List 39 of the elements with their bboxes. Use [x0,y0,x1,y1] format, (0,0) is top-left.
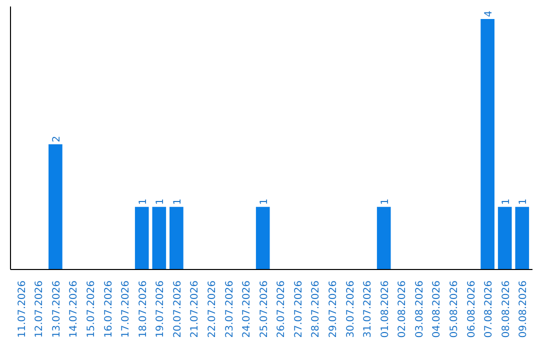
x-tick-label: 07.08.2026 [484,280,495,338]
x-tick-label: 22.07.2026 [207,280,218,338]
x-tick-label: 27.07.2026 [293,280,304,338]
x-tick-label: 26.07.2026 [276,280,288,338]
data-label: 1 [258,198,270,205]
x-tick-label: 17.07.2026 [120,280,132,338]
x-tick-label: 16.07.2026 [103,280,114,338]
x-tick-label: 19.07.2026 [155,280,166,338]
x-tick-label: 25.07.2026 [258,280,270,338]
x-tick-label: 03.08.2026 [414,280,426,338]
x-tick-label: 20.07.2026 [172,280,184,338]
x-tick-label: 13.07.2026 [51,280,62,338]
x-tick-label: 02.08.2026 [397,280,408,338]
x-tick-label: 24.07.2026 [242,280,253,338]
data-label: 1 [518,198,530,205]
data-label: 1 [380,198,391,205]
x-tick-label: 15.07.2026 [86,280,98,338]
x-tick-label: 04.08.2026 [432,280,443,338]
x-tick-label: 23.07.2026 [224,280,236,338]
x-tick-label: 06.08.2026 [466,280,478,338]
x-tick-label: 29.07.2026 [328,280,339,338]
x-tick-label: 18.07.2026 [138,280,149,338]
data-label: 1 [155,198,166,205]
x-tick-label: 11.07.2026 [16,280,28,338]
x-tick-label: 05.08.2026 [448,280,460,338]
x-tick-label: 01.08.2026 [380,280,391,338]
data-label: 2 [51,136,62,142]
x-tick-label: 30.07.2026 [345,280,356,338]
x-tick-label: 31.07.2026 [362,280,374,338]
data-label: 1 [500,198,512,205]
x-tick-label: 09.08.2026 [518,280,530,338]
x-tick-label: 14.07.2026 [68,280,80,338]
data-label: 1 [138,198,149,205]
data-label: 4 [484,10,495,18]
x-tick-label: 12.07.2026 [34,280,46,338]
x-tick-label: 21.07.2026 [190,280,201,338]
x-tick-label: 08.08.2026 [500,280,512,338]
x-tick-label: 28.07.2026 [310,280,322,338]
data-label: 1 [172,198,184,205]
